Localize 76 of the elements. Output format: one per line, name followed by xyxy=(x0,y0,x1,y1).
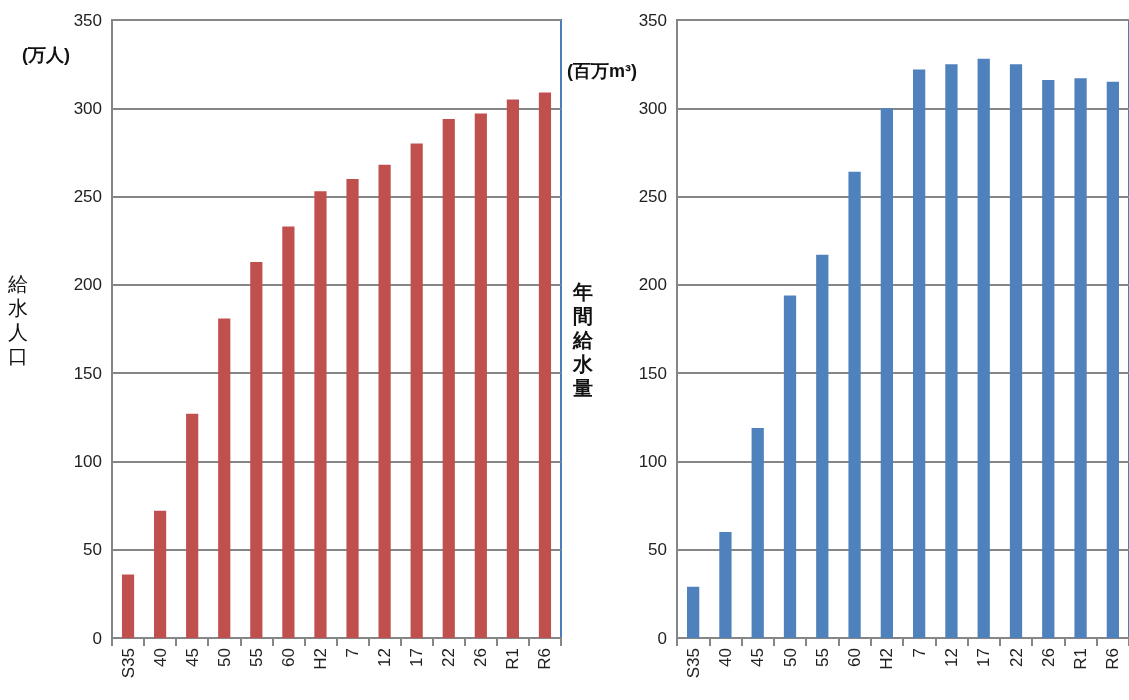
y-axis-title: 年間給水量 xyxy=(572,281,594,399)
y-tick-label: 0 xyxy=(657,628,667,648)
x-tick-label: 60 xyxy=(845,648,865,667)
x-tick-label: 40 xyxy=(715,648,735,667)
text: (百万m³) xyxy=(567,61,637,81)
bar xyxy=(442,118,455,638)
x-tick-label: 40 xyxy=(150,648,170,667)
bar xyxy=(751,427,764,638)
bar xyxy=(121,574,135,638)
bar xyxy=(913,69,926,638)
bar xyxy=(1009,64,1023,638)
bar xyxy=(346,178,359,638)
x-tick-label: R1 xyxy=(503,648,523,670)
y-tick-label: 200 xyxy=(73,275,102,295)
text: (万人) xyxy=(22,45,70,65)
y-tick-label: 250 xyxy=(73,187,102,207)
x-tick-label: 7 xyxy=(343,648,363,658)
bar xyxy=(538,92,552,638)
y-tick-label: 200 xyxy=(638,275,667,295)
y-tick-label: 300 xyxy=(73,98,102,118)
bar xyxy=(186,413,199,638)
x-tick-label: 50 xyxy=(780,648,800,667)
bar xyxy=(1106,81,1119,638)
bar xyxy=(1042,80,1055,638)
x-tick-label: 26 xyxy=(1038,648,1058,667)
bar xyxy=(506,99,519,638)
x-tick-label: 45 xyxy=(748,648,768,667)
bar xyxy=(945,64,958,638)
x-tick-label: 17 xyxy=(407,648,427,667)
x-tick-label: S35 xyxy=(118,648,138,679)
x-tick-label: 7 xyxy=(909,648,929,658)
y-tick-label: 100 xyxy=(638,451,667,471)
bar xyxy=(687,586,700,638)
x-tick-label: 17 xyxy=(974,648,994,667)
x-tick-label: H2 xyxy=(877,648,897,670)
y-tick-label: 250 xyxy=(638,187,667,207)
x-tick-label: 12 xyxy=(941,648,961,667)
bar xyxy=(848,171,861,638)
y-axis-title: 給水人口 xyxy=(7,273,28,367)
bar xyxy=(250,261,263,638)
x-tick-label: 50 xyxy=(214,648,234,667)
y-tick-label: 150 xyxy=(638,363,667,383)
x-tick-label: S35 xyxy=(683,648,703,679)
bar xyxy=(314,191,327,638)
y-tick-label: 350 xyxy=(73,10,102,30)
y-tick-label: 50 xyxy=(648,540,667,560)
x-tick-label: H2 xyxy=(310,648,330,670)
x-tick-label: R6 xyxy=(1103,648,1123,670)
x-tick-label: R1 xyxy=(1071,648,1091,670)
y-tick-label: 50 xyxy=(83,540,102,560)
y-tick-label: 300 xyxy=(638,98,667,118)
bar xyxy=(816,254,829,638)
y-tick-label: 150 xyxy=(73,363,102,383)
x-tick-label: 12 xyxy=(375,648,395,667)
bar xyxy=(218,318,231,638)
bar xyxy=(378,164,391,638)
bar xyxy=(783,295,797,638)
bar xyxy=(880,108,893,638)
bar xyxy=(474,113,487,638)
bar xyxy=(282,226,295,638)
x-tick-label: 45 xyxy=(182,648,202,667)
bar xyxy=(1074,78,1087,638)
x-tick-label: 55 xyxy=(812,648,832,667)
y-tick-label: 350 xyxy=(638,10,667,30)
x-tick-label: 22 xyxy=(1006,648,1026,667)
x-tick-label: 55 xyxy=(246,648,266,667)
x-tick-label: R6 xyxy=(535,648,555,670)
bar xyxy=(977,58,990,638)
x-tick-label: 60 xyxy=(278,648,298,667)
x-tick-label: 26 xyxy=(471,648,491,667)
bar xyxy=(410,143,423,638)
x-tick-label: 22 xyxy=(439,648,459,667)
y-tick-label: 0 xyxy=(92,628,102,648)
bar xyxy=(154,510,167,638)
bar xyxy=(719,532,732,638)
y-tick-label: 100 xyxy=(73,451,102,471)
